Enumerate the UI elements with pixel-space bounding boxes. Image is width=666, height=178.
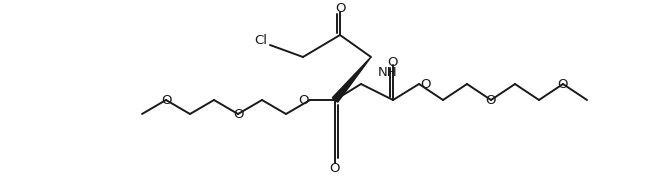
Text: O: O [161,93,171,106]
Text: O: O [420,77,430,90]
Text: O: O [330,161,340,174]
Text: O: O [557,77,568,90]
Text: O: O [232,108,243,121]
Text: O: O [298,93,309,106]
Text: O: O [486,93,496,106]
Polygon shape [332,57,371,102]
Text: Cl: Cl [254,33,268,46]
Text: O: O [388,56,398,69]
Text: NH: NH [378,67,398,80]
Text: O: O [335,2,345,15]
